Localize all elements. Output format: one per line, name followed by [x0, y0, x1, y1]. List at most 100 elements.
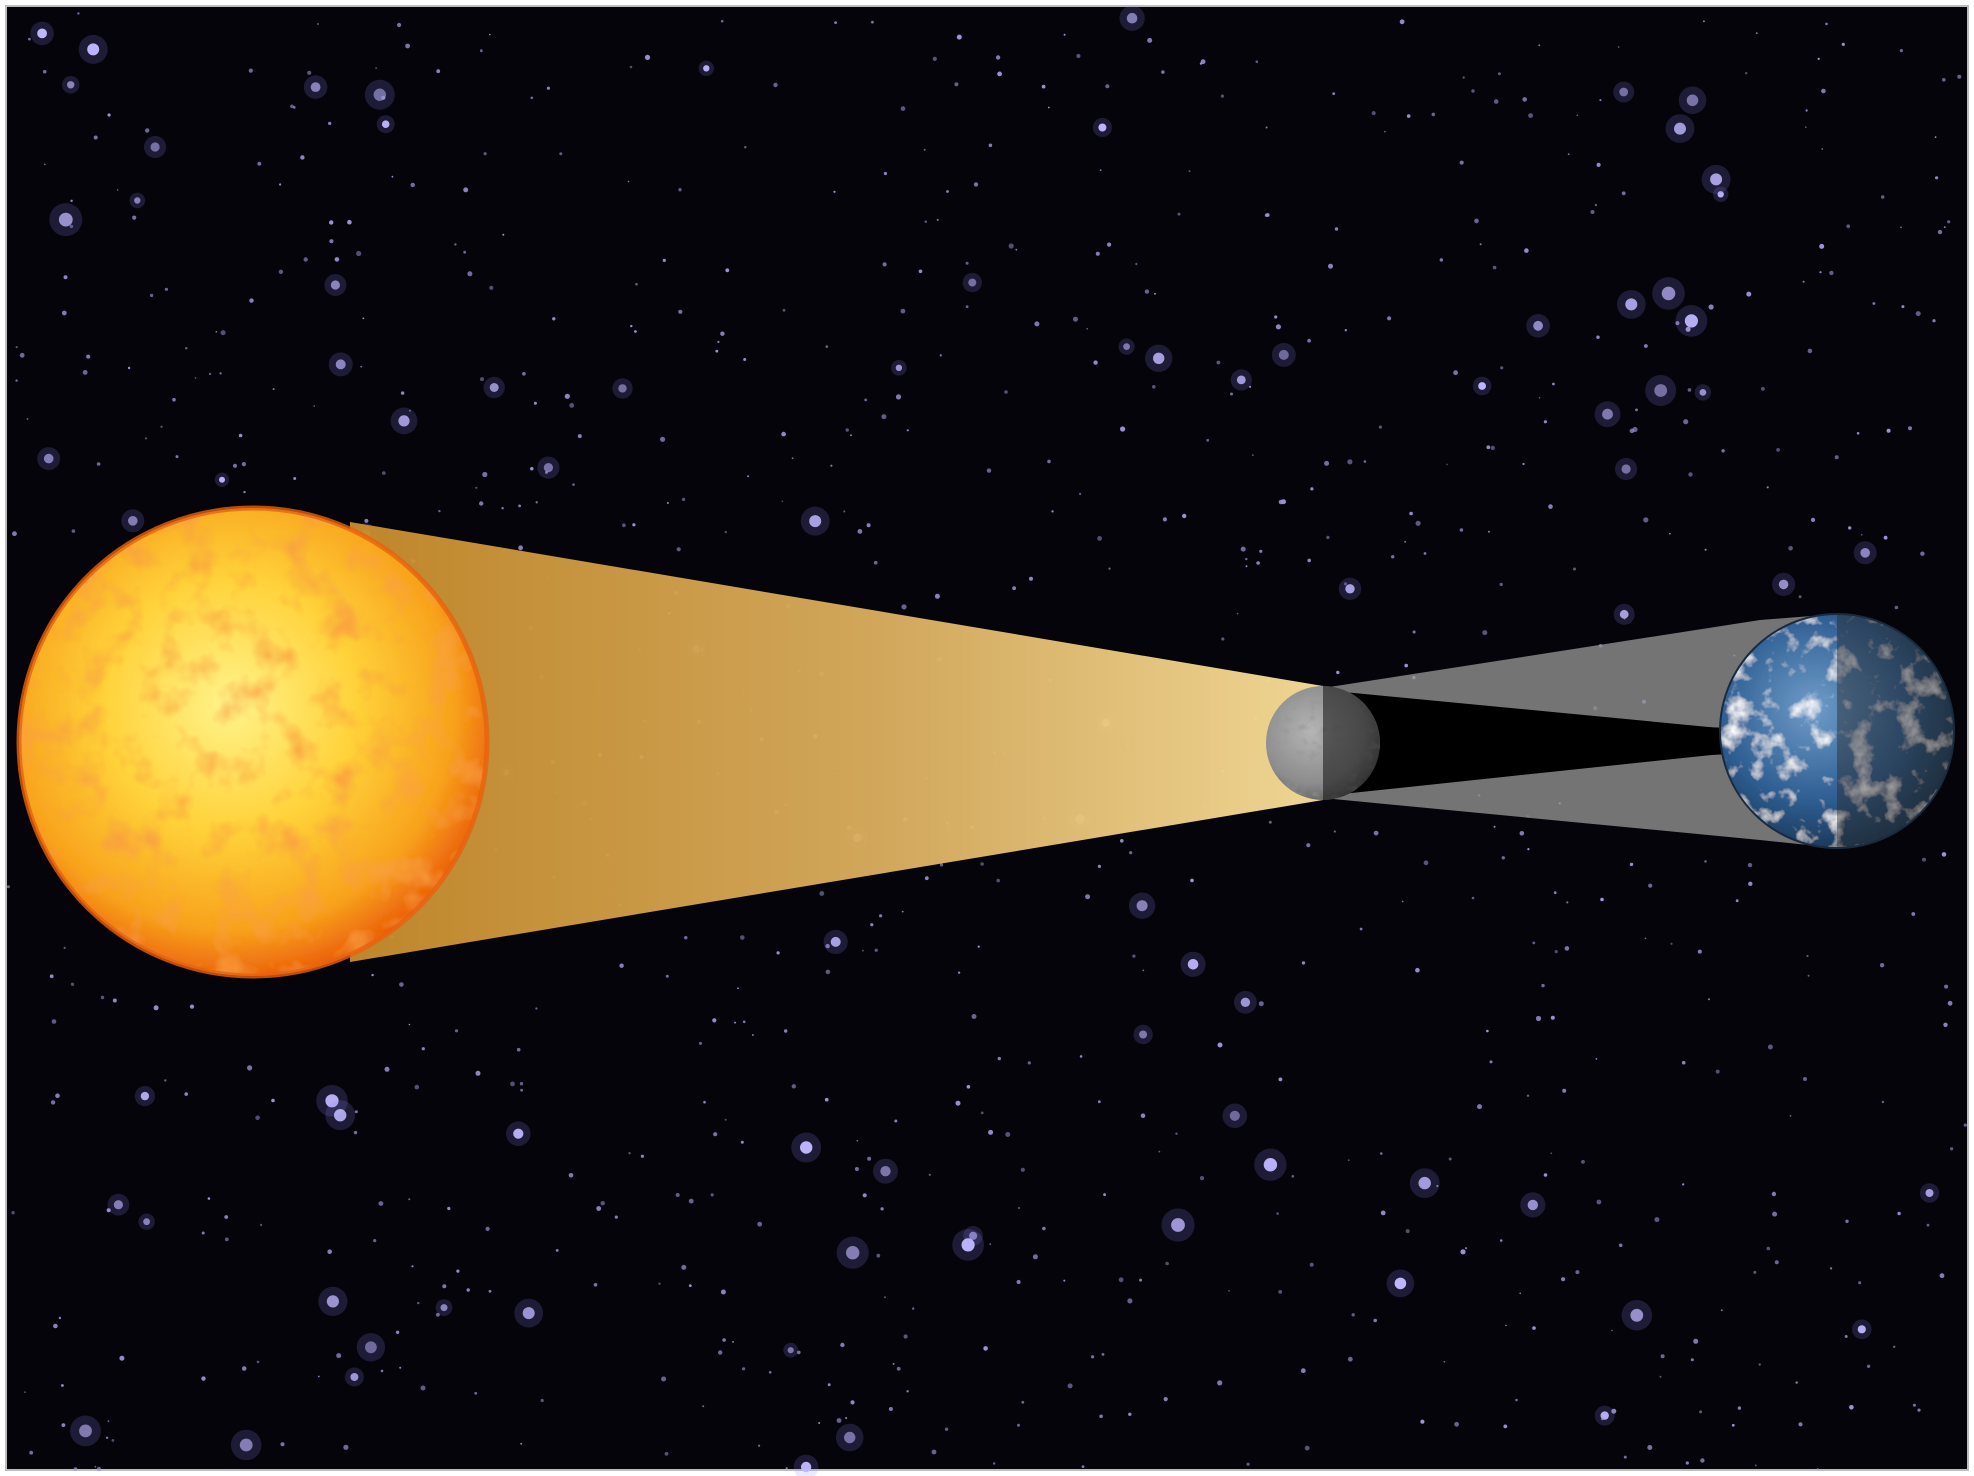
star — [1548, 504, 1553, 509]
star — [1278, 1290, 1283, 1294]
star — [410, 182, 415, 188]
star — [1573, 567, 1576, 571]
star — [6, 885, 10, 889]
star — [895, 394, 902, 400]
star — [1465, 1247, 1468, 1250]
star — [113, 1200, 123, 1210]
star — [1810, 517, 1816, 523]
star — [1601, 1417, 1604, 1421]
star — [1688, 472, 1693, 477]
star — [1925, 1189, 1934, 1197]
star-glow — [1386, 1269, 1415, 1298]
star — [61, 1384, 64, 1387]
star — [1042, 1226, 1046, 1231]
star-glow — [1616, 290, 1646, 319]
star-glow — [214, 472, 230, 487]
star — [313, 405, 316, 407]
star — [593, 1283, 598, 1287]
star — [1016, 1279, 1021, 1285]
star-glow — [1409, 1168, 1440, 1198]
star — [1240, 997, 1251, 1007]
star — [1278, 349, 1289, 360]
star — [29, 1450, 34, 1455]
star — [1746, 291, 1752, 297]
star — [1163, 1397, 1168, 1402]
star — [688, 1284, 692, 1287]
star-glow — [1222, 1103, 1248, 1129]
star — [596, 1206, 602, 1211]
star — [329, 239, 334, 244]
star — [1162, 517, 1167, 522]
star — [1401, 900, 1404, 903]
star — [543, 463, 554, 473]
star — [381, 95, 386, 100]
star — [1708, 998, 1710, 1001]
star — [1073, 316, 1078, 322]
star — [923, 148, 926, 151]
star — [378, 1201, 384, 1206]
star-glow — [1665, 114, 1695, 143]
star — [28, 37, 31, 41]
star — [1063, 33, 1066, 36]
star — [535, 1007, 538, 1010]
star — [1129, 851, 1133, 855]
star — [1384, 130, 1386, 133]
star — [1380, 1210, 1386, 1216]
star-glow — [835, 1423, 864, 1452]
star — [1795, 1381, 1798, 1384]
star — [1492, 265, 1497, 270]
star — [194, 377, 197, 379]
star — [961, 1238, 975, 1252]
star — [1098, 123, 1107, 132]
star — [1394, 1277, 1407, 1290]
star — [1462, 76, 1465, 79]
star — [1821, 88, 1826, 94]
star-glow — [1615, 457, 1638, 481]
star — [1152, 385, 1156, 389]
star — [1947, 1000, 1953, 1006]
star — [1460, 1249, 1466, 1255]
star — [1399, 19, 1405, 25]
star — [1500, 366, 1504, 370]
star — [520, 1088, 523, 1092]
star — [569, 403, 575, 408]
star — [140, 1091, 150, 1101]
star — [479, 49, 483, 53]
star — [364, 518, 369, 523]
star — [1206, 438, 1210, 442]
star — [255, 1115, 260, 1121]
star — [906, 1390, 909, 1393]
star-glow — [1694, 384, 1712, 401]
sunlight-cone — [350, 522, 1323, 962]
star — [722, 1338, 726, 1342]
star — [939, 354, 942, 357]
star — [856, 1139, 859, 1142]
star-glow — [483, 376, 505, 399]
star-glow — [1234, 990, 1257, 1014]
star — [502, 233, 505, 236]
star — [1618, 1243, 1623, 1248]
star — [1380, 1152, 1383, 1155]
star — [1957, 74, 1962, 79]
star — [1147, 37, 1153, 43]
star — [327, 1249, 333, 1254]
star — [758, 1444, 761, 1447]
star — [467, 271, 473, 277]
star — [107, 113, 111, 117]
star — [516, 1047, 521, 1052]
star — [675, 1193, 680, 1197]
star — [873, 560, 878, 565]
star — [1371, 111, 1376, 116]
star — [1012, 586, 1016, 591]
star — [356, 250, 362, 257]
star — [150, 142, 160, 152]
star — [421, 1047, 425, 1051]
star — [1017, 1423, 1020, 1427]
sun-icon — [16, 505, 490, 979]
star — [111, 1439, 115, 1442]
star-glow — [791, 1132, 822, 1163]
star — [1387, 316, 1392, 321]
star — [944, 1427, 949, 1431]
star — [1108, 567, 1111, 570]
